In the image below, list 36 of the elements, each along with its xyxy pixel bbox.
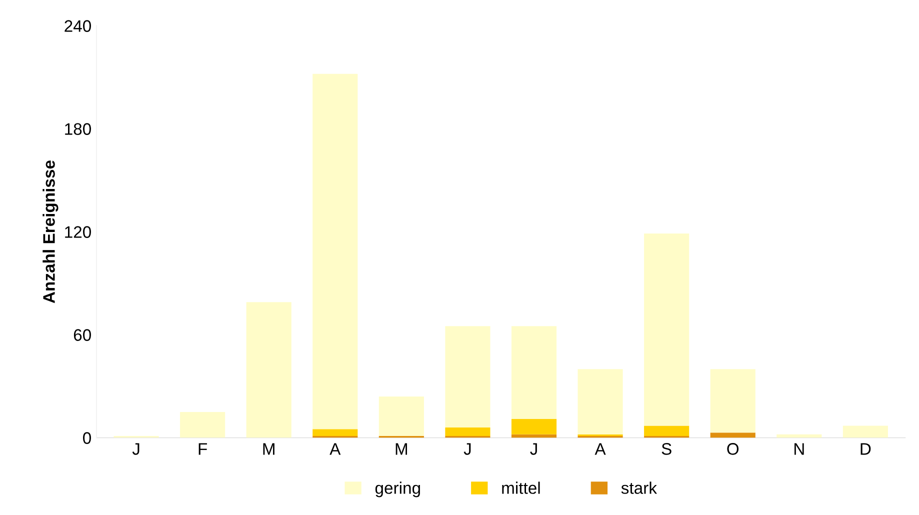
bar bbox=[445, 326, 490, 428]
bar bbox=[644, 233, 690, 426]
x-tick-label: M bbox=[263, 443, 274, 455]
x-tick-label: M bbox=[396, 443, 407, 455]
bar bbox=[180, 412, 226, 438]
bar bbox=[578, 369, 623, 434]
x-tick-label: J bbox=[464, 443, 471, 455]
y-tick-label: 240 bbox=[64, 20, 91, 32]
bar bbox=[312, 429, 358, 436]
bar bbox=[378, 396, 424, 436]
x-tick-label: A bbox=[594, 443, 606, 455]
legend-label: gering bbox=[375, 482, 420, 498]
x-tick-label: F bbox=[198, 443, 207, 455]
bar bbox=[644, 426, 690, 436]
x-tick-label: D bbox=[860, 443, 871, 455]
x-tick-label: N bbox=[794, 443, 804, 455]
legend-label: stark bbox=[621, 482, 658, 494]
y-tick-label: 180 bbox=[65, 123, 91, 135]
bar bbox=[511, 418, 557, 434]
bar bbox=[312, 74, 358, 430]
y-tick-label: 0 bbox=[83, 432, 91, 444]
x-tick-label: O bbox=[727, 443, 739, 455]
bar bbox=[511, 326, 557, 419]
y-tick-label: 60 bbox=[74, 329, 91, 341]
x-tick-label: J bbox=[530, 443, 537, 455]
bar bbox=[710, 432, 756, 438]
legend-label: mittel bbox=[502, 482, 540, 494]
x-tick-label: J bbox=[132, 443, 140, 455]
bar bbox=[246, 302, 292, 438]
y-axis-title: Anzahl Ereignisse bbox=[42, 160, 58, 304]
bar bbox=[842, 426, 888, 438]
x-tick-label: S bbox=[662, 443, 672, 455]
bar bbox=[445, 427, 490, 436]
y-tick-label: 120 bbox=[65, 226, 91, 238]
x-tick-label: A bbox=[330, 443, 341, 455]
bar bbox=[710, 369, 756, 433]
